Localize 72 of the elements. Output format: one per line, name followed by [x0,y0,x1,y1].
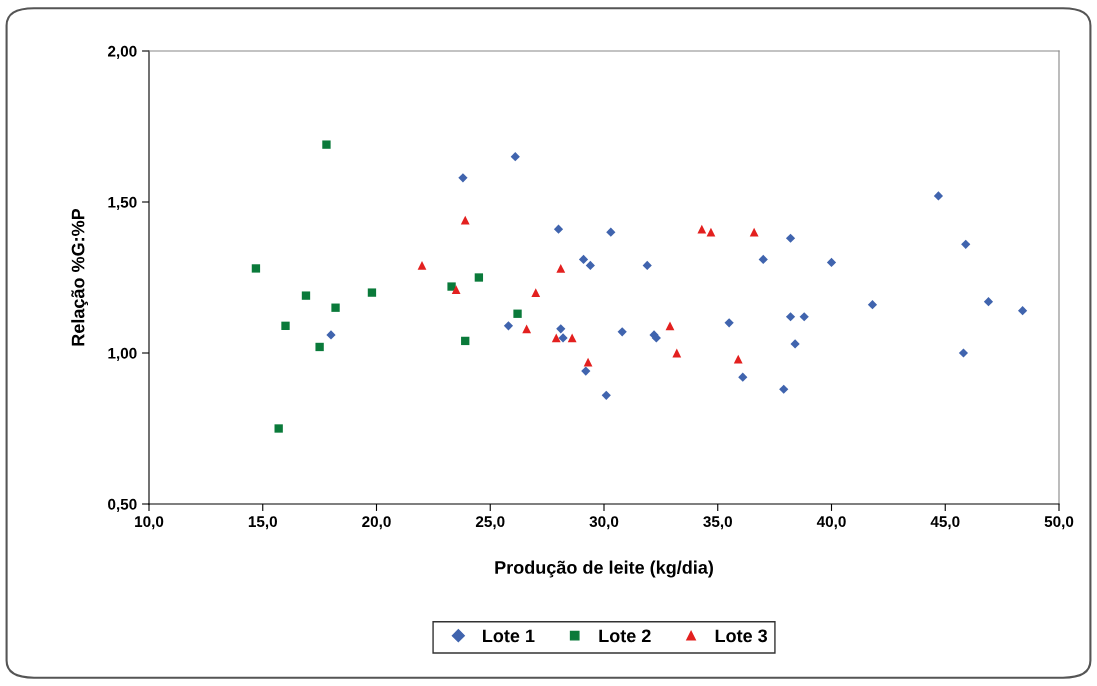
point [779,384,789,394]
point [513,309,522,318]
point [1017,306,1028,316]
x-tick-label: 20,0 [362,516,391,530]
point [733,354,743,364]
point [785,312,796,322]
x-tick-label: 25,0 [475,516,505,530]
point [749,227,759,237]
y-tick-label: 2,00 [107,45,137,59]
x-axis-title: Produção de leite (kg/dia) [495,560,713,578]
point [724,318,734,328]
point [738,372,748,382]
point [251,264,261,273]
point [301,291,311,300]
point [556,264,566,273]
point [672,348,682,358]
y-tick-label: 1,00 [108,347,137,361]
legend-label: Lote 2 [599,629,651,643]
point [578,254,589,264]
point [697,224,707,234]
y-axis-title: Relação %G:%P [71,208,89,346]
point [274,424,283,433]
point [326,330,336,340]
point [503,321,514,331]
point [315,342,324,352]
x-tick-label: 45,0 [930,516,960,530]
point [281,321,290,330]
x-tick-label: 15,0 [248,516,277,530]
point [458,173,468,183]
legend-label: Lote 1 [483,629,535,643]
point [617,327,627,337]
point [460,215,470,225]
point [417,261,427,270]
point [665,321,675,331]
point [567,333,577,343]
point [758,254,768,264]
point [474,273,484,282]
x-tick-label: 35,0 [703,516,732,530]
point [367,288,377,297]
point [461,336,470,346]
point [867,300,878,310]
point [958,348,969,358]
point [553,224,564,234]
x-tick-label: 40,0 [816,516,846,530]
point [451,285,461,294]
point [556,324,566,334]
point [585,260,595,271]
point [785,233,796,243]
point [510,152,520,162]
y-tick-label: 1,50 [108,196,137,210]
point [933,191,944,201]
point [601,390,611,400]
legend-label: Lote 3 [715,629,768,643]
point [826,257,837,268]
point [551,333,561,343]
point [331,303,340,312]
point [606,227,616,237]
x-tick-label: 10,0 [135,516,164,530]
point [790,339,800,349]
x-tick-label: 50,0 [1044,516,1074,530]
point [581,366,591,376]
point [322,140,331,149]
point [706,227,716,237]
point [642,260,652,271]
y-tick-label: 0,50 [108,498,137,512]
point [531,288,541,297]
point [799,312,809,322]
point [983,297,994,307]
point [558,333,568,343]
point [522,324,532,334]
x-tick-label: 30,0 [589,516,619,530]
point [961,239,971,249]
